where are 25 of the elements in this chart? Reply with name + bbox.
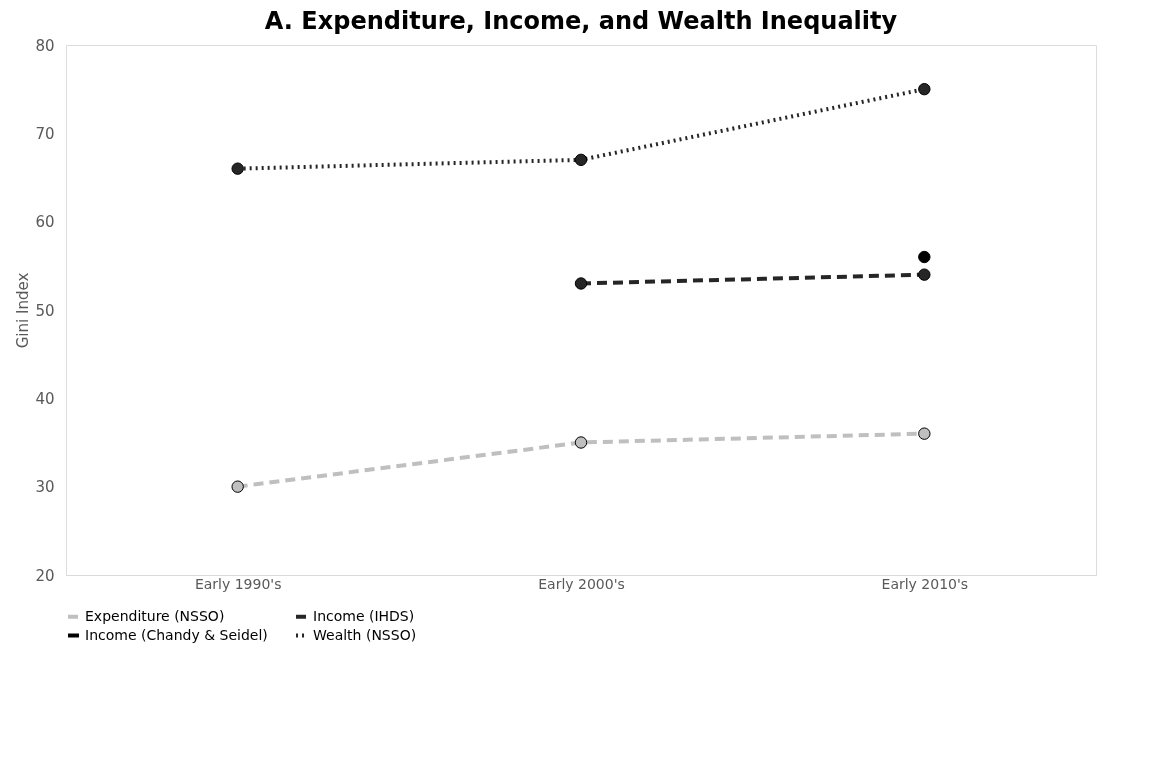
chart-title: A. Expenditure, Income, and Wealth Inequality: [264, 7, 898, 35]
point: [574, 153, 588, 167]
y-tick-label: 30: [35, 478, 55, 497]
legend-label: Income (Chandy & Seidel): [85, 626, 268, 643]
legend-label: Income (IHDS): [313, 607, 415, 624]
y-tick-label: 20: [35, 566, 55, 585]
point: [918, 268, 931, 281]
x-tick-label: Early 2010's: [881, 575, 969, 592]
y-tick-label: 40: [35, 389, 55, 408]
point: [918, 82, 931, 96]
point: [231, 162, 244, 175]
y-tick-label: 80: [35, 36, 55, 55]
y-axis-title: Gini Index: [14, 272, 33, 349]
y-tick-label: 70: [35, 124, 55, 143]
point: [918, 427, 931, 440]
point: [231, 480, 244, 493]
legend-label: Wealth (NSSO): [313, 626, 417, 643]
point: [574, 277, 588, 290]
x-tick-label: Early 1990's: [194, 575, 282, 592]
y-tick-label: 50: [35, 301, 55, 320]
point: [918, 250, 931, 264]
legend-label: Expenditure (NSSO): [85, 607, 225, 624]
y-tick-label: 60: [35, 213, 55, 232]
x-tick-label: Early 2000's: [538, 575, 625, 592]
point: [574, 436, 588, 449]
